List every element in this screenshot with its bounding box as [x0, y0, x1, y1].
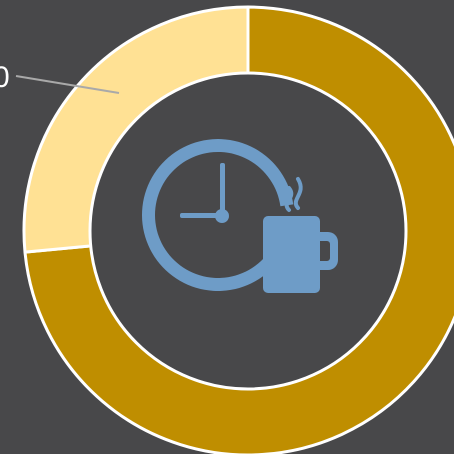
mug-handle-icon [318, 232, 338, 270]
callout-label: 0 [0, 61, 10, 94]
donut-hole [88, 71, 408, 391]
coffee-mug-icon [263, 216, 320, 293]
clock-and-coffee-mug-icon [142, 139, 338, 293]
clock-center-dot-icon [215, 209, 229, 223]
clock-minute-hand-icon [180, 213, 222, 218]
steam-icon [293, 177, 303, 210]
clock-hour-hand-icon [220, 163, 225, 217]
steam-icon [284, 186, 294, 212]
callout-leader-line [15, 75, 120, 94]
